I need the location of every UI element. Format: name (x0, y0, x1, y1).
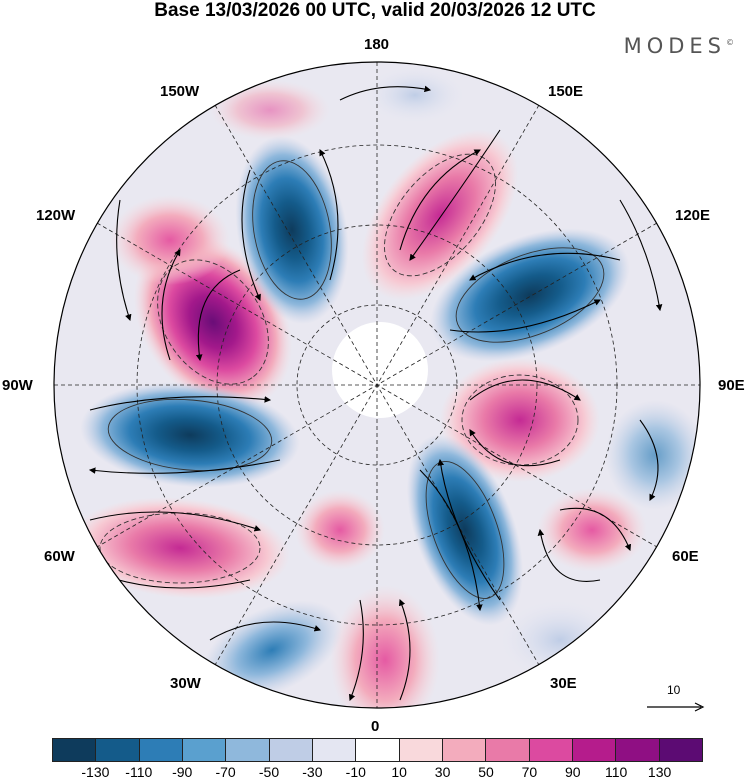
brand-logo: MODES© (623, 34, 734, 58)
colorbar-swatch (95, 739, 139, 761)
colorbar (52, 738, 703, 762)
colorbar-swatch (571, 739, 616, 761)
colorbar-tick-label: -130 (81, 764, 110, 780)
anomaly-pos-150w (210, 80, 330, 140)
contours (99, 153, 605, 599)
label-120e: 120E (675, 207, 711, 224)
colorbar-swatch (658, 739, 702, 761)
anomaly-pos-0 (330, 585, 440, 708)
colorbar-tick-label: 90 (565, 764, 581, 780)
label-30w: 30W (170, 675, 201, 692)
graticule (54, 62, 700, 708)
anomaly-pos-135w (110, 195, 230, 285)
colorbar-tick-label: -30 (302, 764, 323, 780)
reference-vector: 10 (645, 683, 705, 723)
label-30e: 30E (550, 675, 577, 692)
colorbar-swatch (53, 739, 96, 761)
colorbar-tick-label: -90 (172, 764, 193, 780)
colorbar-swatch (311, 739, 356, 761)
map-title: Base 13/03/2026 00 UTC, valid 20/03/2026… (154, 0, 596, 21)
anomaly-field (54, 62, 700, 708)
label-150e: 150E (548, 83, 584, 100)
colorbar-swatch (528, 739, 572, 761)
anomaly-neg-75e (605, 400, 700, 510)
anomaly-neg-180 (365, 67, 465, 123)
label-east: 90E (718, 377, 745, 394)
colorbar-tick-label: -110 (125, 764, 153, 780)
colorbar-tick-label: -70 (215, 764, 236, 780)
colorbar-tick-label: 10 (391, 764, 407, 780)
reference-arrow-icon (647, 702, 705, 712)
label-120w: 120W (36, 207, 76, 224)
reference-vector-value: 10 (667, 683, 681, 697)
anomaly-neg-30w (201, 600, 343, 700)
label-south: 0 (371, 718, 380, 735)
colorbar-swatch (138, 739, 182, 761)
colorbar-tick-label: -50 (258, 764, 280, 780)
colorbar-swatch (615, 739, 659, 761)
anomaly-neg-30e (406, 434, 524, 626)
anomaly-neg-120e (430, 228, 630, 362)
label-60w: 60W (44, 548, 75, 565)
label-60e: 60E (672, 548, 699, 565)
label-west: 90W (2, 377, 33, 394)
colorbar-ticks: -130 -110 -90 -70 -50 -30 -10 10 30 50 70 90 110 130 (52, 764, 703, 782)
colorbar-tick-label: -10 (345, 764, 366, 780)
wind-vectors (88, 85, 663, 702)
colorbar-swatch (441, 739, 486, 761)
anomaly-neg-150w (235, 135, 349, 325)
map-border (53, 61, 701, 709)
anomaly-neg-15e (500, 600, 620, 680)
colorbar-swatch (225, 739, 269, 761)
colorbar-swatch (181, 739, 226, 761)
colorbar-tick-label: 70 (521, 764, 538, 780)
label-north: 180 (364, 36, 390, 53)
colorbar-tick-label: 50 (478, 764, 494, 780)
colorbar-swatch (398, 739, 442, 761)
colorbar-tick-label: 130 (647, 764, 672, 780)
colorbar-tick-label: 110 (605, 764, 628, 780)
anomaly-pos-15w (295, 490, 385, 570)
pole-gap (332, 322, 428, 418)
label-150w: 150W (160, 83, 200, 100)
colorbar-tick-label: 30 (434, 764, 451, 780)
colorbar-swatch (355, 739, 399, 761)
colorbar-swatch (268, 739, 312, 761)
brand-name: MODES (623, 34, 726, 58)
colorbar-swatch (485, 739, 529, 761)
